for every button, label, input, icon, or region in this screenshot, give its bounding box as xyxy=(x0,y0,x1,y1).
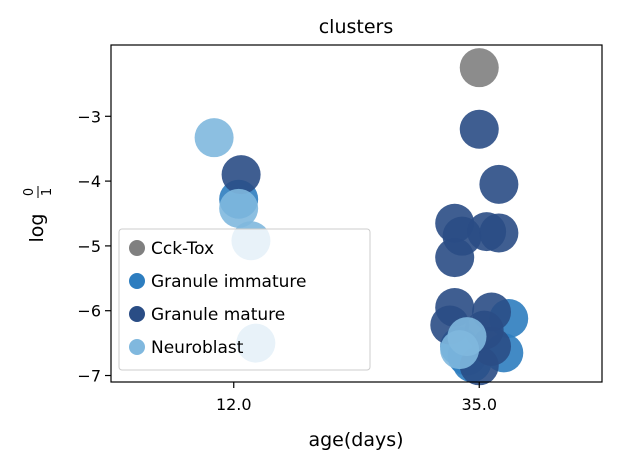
y-axis-label-base: log xyxy=(26,214,48,243)
y-tick-label: −5 xyxy=(77,237,101,256)
legend-marker-0 xyxy=(129,240,145,256)
legend-marker-2 xyxy=(129,306,145,322)
legend-frame xyxy=(118,228,371,371)
y-axis-label-numerator: 0 xyxy=(22,188,37,196)
plot-frame xyxy=(110,44,603,383)
legend-label-1: Granule immature xyxy=(151,272,307,292)
data-point-2-7 xyxy=(435,238,475,278)
y-axis-label-denominator: 1 xyxy=(40,188,55,196)
x-tick-label: 35.0 xyxy=(461,395,497,414)
y-tick-label: −7 xyxy=(77,367,101,386)
y-axis-label: log 0 1 xyxy=(22,186,55,242)
data-point-2-0 xyxy=(459,109,499,149)
legend: Cck-Tox Granule immature Granule mature Neu… xyxy=(118,228,371,371)
y-tick-label: −6 xyxy=(77,302,101,321)
data-point-2-1 xyxy=(479,164,519,204)
x-axis: 12.0 35.0 xyxy=(216,382,497,414)
data-point-3-1 xyxy=(219,188,259,228)
x-axis-label: age(days) xyxy=(308,429,403,451)
data-point-2-6 xyxy=(479,213,519,253)
legend-marker-1 xyxy=(129,273,145,289)
x-tick-label: 12.0 xyxy=(216,395,252,414)
data-point-3-5 xyxy=(440,330,480,370)
y-tick-label: −4 xyxy=(77,172,101,191)
legend-marker-3 xyxy=(129,339,145,355)
legend-label-3: Neuroblast xyxy=(151,338,244,358)
data-point-3-0 xyxy=(194,118,234,158)
data-point-2-2 xyxy=(221,155,261,195)
y-tick-label: −3 xyxy=(77,107,101,126)
chart-title: clusters xyxy=(319,16,394,38)
legend-label-2: Granule mature xyxy=(151,305,285,325)
data-point-0-0 xyxy=(459,48,499,88)
legend-label-0: Cck-Tox xyxy=(151,239,214,259)
y-axis: −3 −4 −5 −6 −7 xyxy=(77,107,111,386)
